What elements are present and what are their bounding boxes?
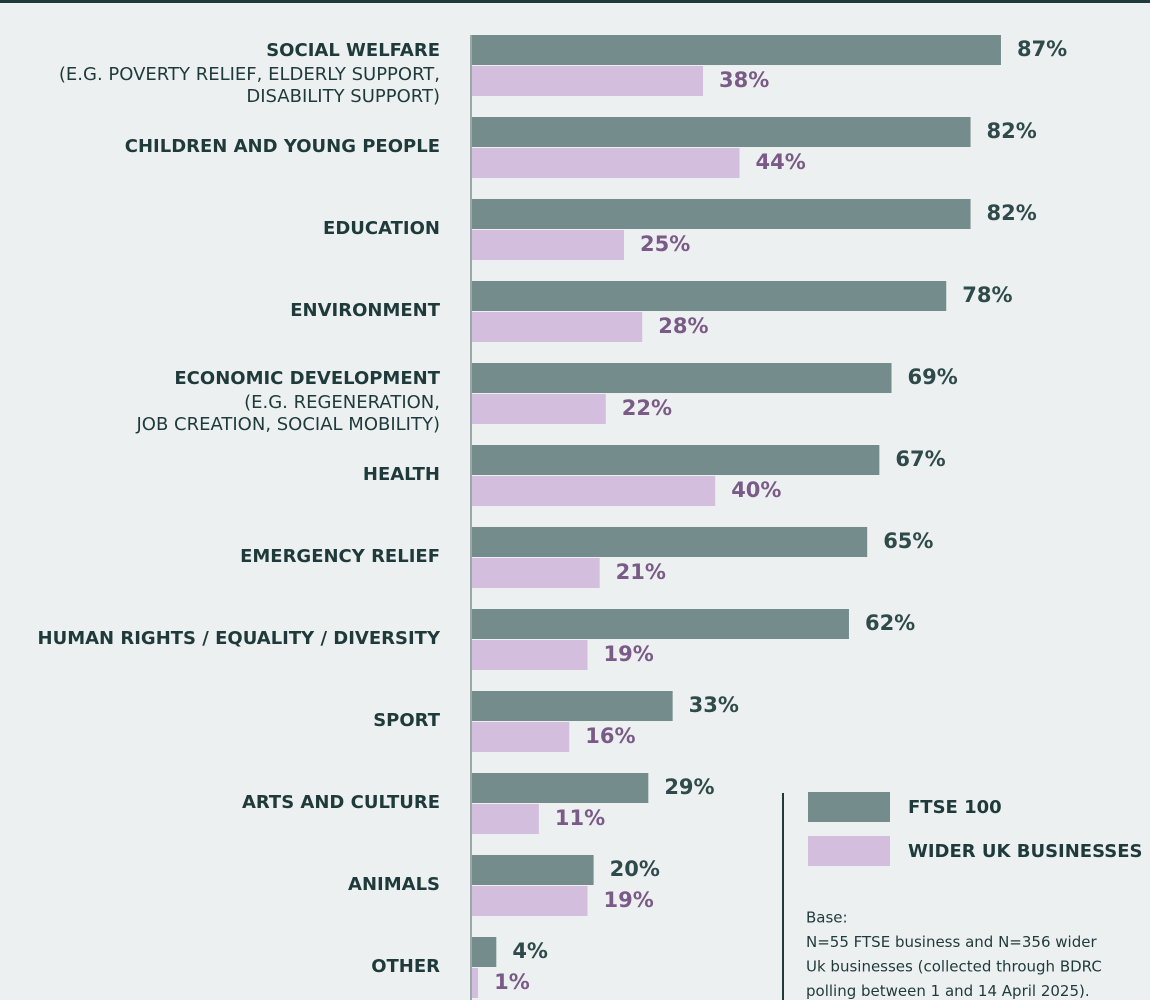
category-detail: DISABILITY SUPPORT) (246, 86, 440, 107)
bar (472, 394, 606, 424)
bar (472, 35, 1001, 65)
value-label: 44% (756, 150, 806, 174)
bar (472, 312, 643, 342)
category-label: SPORT (373, 710, 441, 731)
bar (472, 445, 880, 475)
bar (472, 476, 716, 506)
category-label: OTHER (371, 956, 440, 977)
category-label: EMERGENCY RELIEF (240, 546, 440, 567)
category-label: EDUCATION (323, 218, 440, 239)
value-label: 87% (1017, 37, 1067, 61)
category-label: ARTS AND CULTURE (242, 792, 440, 813)
category-label: ENVIRONMENT (290, 300, 440, 321)
bar (472, 691, 673, 721)
bar (472, 609, 849, 639)
bar (472, 230, 624, 260)
category-label: HEALTH (363, 464, 440, 485)
category-detail: (E.G. REGENERATION, (244, 392, 440, 413)
value-label: 28% (658, 314, 708, 338)
bar (472, 937, 497, 967)
legend-label: WIDER UK BUSINESSES (908, 841, 1142, 862)
legend-swatch (808, 836, 890, 866)
value-label: 82% (987, 119, 1037, 143)
legend-swatch (808, 792, 890, 822)
value-label: 62% (865, 611, 915, 635)
value-label: 78% (962, 283, 1012, 307)
bar (472, 199, 971, 229)
value-label: 11% (555, 806, 605, 830)
legend-label: FTSE 100 (908, 797, 1002, 818)
value-label: 29% (664, 775, 714, 799)
value-label: 69% (908, 365, 958, 389)
note: N=55 FTSE business and N=356 wider (806, 933, 1097, 951)
bar (472, 281, 947, 311)
value-label: 40% (731, 478, 781, 502)
bar (472, 886, 588, 916)
value-label: 21% (616, 560, 666, 584)
bar (472, 722, 570, 752)
bar (472, 148, 740, 178)
category-label: ECONOMIC DEVELOPMENT (174, 368, 440, 389)
category-label: HUMAN RIGHTS / EQUALITY / DIVERSITY (38, 628, 441, 649)
value-label: 67% (895, 447, 945, 471)
bar (472, 66, 704, 96)
value-label: 38% (719, 68, 769, 92)
value-label: 19% (604, 642, 654, 666)
category-label: ANIMALS (348, 874, 440, 895)
value-label: 65% (883, 529, 933, 553)
bar (472, 363, 892, 393)
value-label: 22% (622, 396, 672, 420)
bar (472, 558, 600, 588)
bar (472, 640, 588, 670)
value-label: 33% (689, 693, 739, 717)
bar (472, 968, 479, 998)
bar (472, 773, 649, 803)
bar (472, 855, 594, 885)
bar (472, 527, 868, 557)
value-label: 25% (640, 232, 690, 256)
category-label: SOCIAL WELFARE (266, 40, 440, 61)
bar (472, 117, 971, 147)
value-label: 19% (604, 888, 654, 912)
value-label: 1% (494, 970, 530, 994)
value-label: 4% (512, 939, 548, 963)
category-detail: JOB CREATION, SOCIAL MOBILITY) (135, 414, 440, 435)
category-detail: (E.G. POVERTY RELIEF, ELDERLY SUPPORT, (59, 64, 440, 85)
bar (472, 804, 539, 834)
value-label: 20% (610, 857, 660, 881)
top-rule (0, 0, 1150, 3)
category-label: CHILDREN AND YOUNG PEOPLE (125, 136, 440, 157)
note: Base: (806, 909, 848, 927)
note: polling between 1 and 14 April 2025). (806, 982, 1090, 1000)
note: Uk businesses (collected through BDRC (806, 958, 1102, 976)
value-label: 16% (585, 724, 635, 748)
value-label: 82% (987, 201, 1037, 225)
